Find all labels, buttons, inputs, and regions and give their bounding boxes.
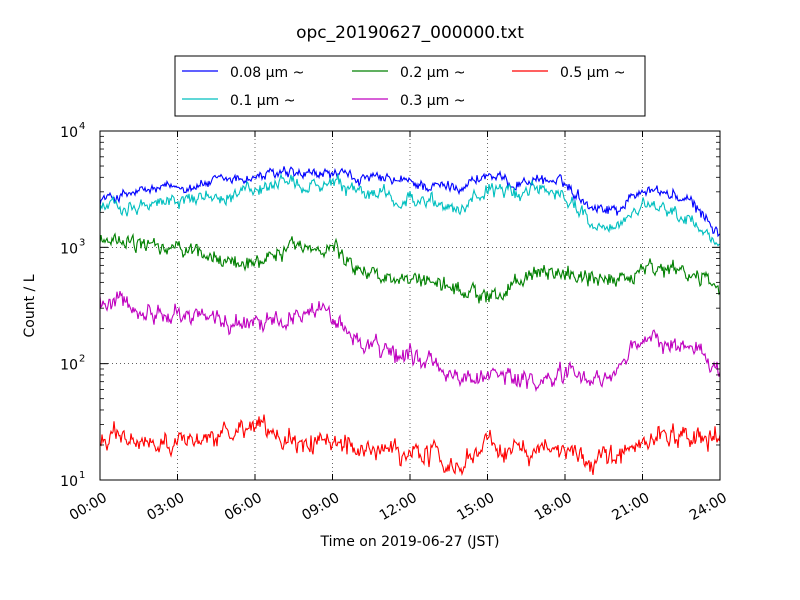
series-layer: [99, 166, 721, 477]
y-tick-label: 10: [60, 125, 78, 141]
y-tick-label-exponent: 3: [79, 237, 85, 248]
grid-lines: [100, 131, 720, 480]
y-tick-label: 10: [60, 241, 78, 257]
y-axis-label: Count / L: [22, 274, 38, 337]
series-line-3: [99, 290, 721, 393]
x-axis-label: Time on 2019-06-27 (JST): [320, 534, 500, 550]
series-line-0: [99, 166, 721, 238]
y-tick-label: 10: [60, 474, 78, 490]
legend-box: [174, 55, 646, 117]
y-tick-label-exponent: 1: [79, 470, 85, 481]
legend-label: 0.1 μm ~: [230, 93, 295, 109]
series-line-2: [99, 232, 721, 304]
legend-label: 0.5 μm ~: [560, 65, 625, 81]
legend-label: 0.3 μm ~: [400, 93, 465, 109]
axis-ticks: [99, 130, 721, 481]
y-tick-label-exponent: 2: [79, 354, 85, 365]
y-tick-label: 10: [60, 358, 78, 374]
legend: 0.08 μm ~ 0.1 μm ~ 0.2 μm ~ 0.3 μm ~ 0.5 μm …: [174, 55, 646, 117]
legend-label: 0.2 μm ~: [400, 65, 465, 81]
y-tick-label-exponent: 4: [79, 121, 85, 132]
legend-label: 0.08 μm ~: [230, 65, 304, 81]
series-line-4: [99, 414, 721, 477]
chart-title: opc_20190627_000000.txt: [296, 23, 524, 43]
series-line-1: [99, 172, 721, 247]
